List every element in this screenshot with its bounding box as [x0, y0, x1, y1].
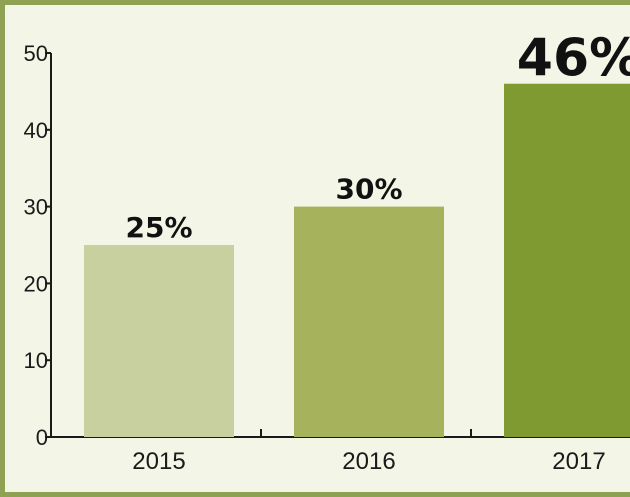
y-tick-label: 40 [24, 118, 48, 143]
bar-2017 [504, 83, 630, 437]
y-tick-label: 10 [24, 348, 48, 373]
data-label: 30% [335, 173, 402, 206]
data-label: 46% [517, 29, 630, 89]
bars [84, 83, 630, 437]
y-tick-label: 20 [24, 271, 48, 296]
bar-2015 [84, 245, 234, 437]
data-label: 25% [125, 211, 192, 244]
y-tick-label: 30 [24, 195, 48, 220]
bar-2016 [294, 206, 444, 437]
data-labels: 25% 30% 46% [125, 29, 630, 244]
x-tick-label: 2016 [342, 448, 395, 475]
y-axis-ticks: 0 10 20 30 40 50 [24, 41, 51, 450]
x-tick-label: 2017 [552, 448, 605, 475]
y-tick-label: 0 [36, 425, 48, 450]
x-axis-labels: 2015 2016 2017 [132, 448, 605, 475]
y-tick-label: 50 [24, 41, 48, 66]
bar-chart: 0 10 20 30 40 50 2015 2016 2017 25% 30% 46% [24, 29, 630, 475]
x-tick-label: 2015 [132, 448, 185, 475]
